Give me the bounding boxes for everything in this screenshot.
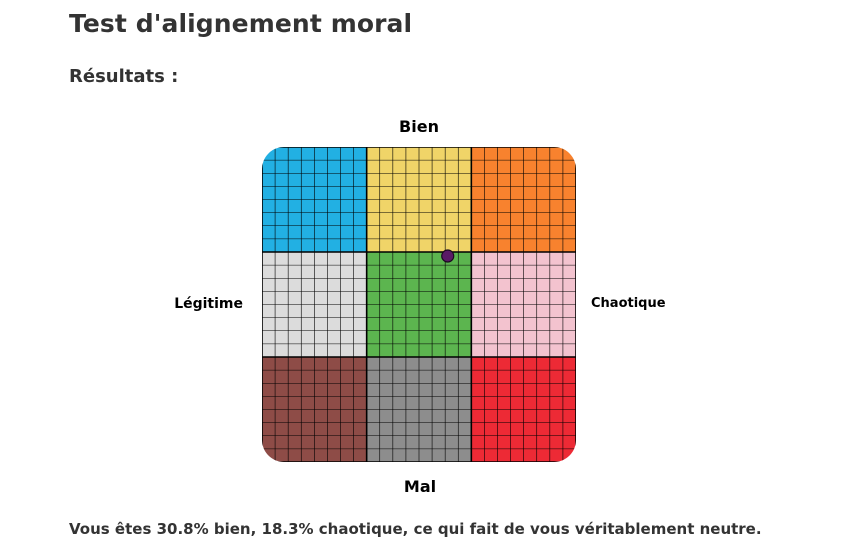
page-title: Test d'alignement moral — [69, 9, 413, 38]
axis-label-right: Chaotique — [591, 296, 666, 311]
axis-label-bottom: Mal — [404, 477, 436, 496]
axis-label-left: Légitime — [174, 296, 243, 312]
axis-label-top: Bien — [399, 117, 439, 136]
results-heading: Résultats : — [69, 66, 179, 87]
result-point — [441, 249, 455, 263]
result-sentence: Vous êtes 30.8% bien, 18.3% chaotique, c… — [69, 520, 762, 538]
alignment-chart: Bien Mal Légitime Chaotique — [174, 117, 666, 496]
